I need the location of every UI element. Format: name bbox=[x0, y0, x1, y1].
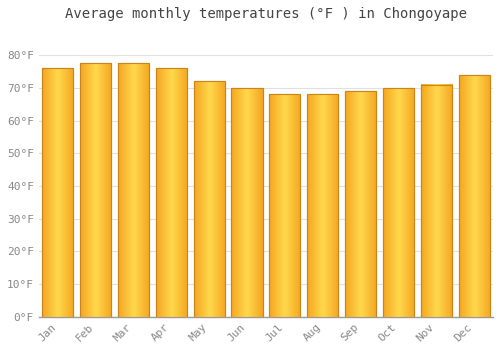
Bar bbox=[156, 68, 187, 317]
Bar bbox=[345, 91, 376, 317]
Bar bbox=[42, 68, 74, 317]
Bar bbox=[118, 63, 149, 317]
Bar bbox=[270, 94, 300, 317]
Bar bbox=[194, 81, 224, 317]
Bar bbox=[156, 68, 187, 317]
Bar bbox=[383, 88, 414, 317]
Bar bbox=[421, 85, 452, 317]
Bar bbox=[458, 75, 490, 317]
Bar bbox=[118, 63, 149, 317]
Bar bbox=[80, 63, 111, 317]
Bar bbox=[42, 68, 74, 317]
Bar bbox=[194, 81, 224, 317]
Title: Average monthly temperatures (°F ) in Chongoyape: Average monthly temperatures (°F ) in Ch… bbox=[65, 7, 467, 21]
Bar bbox=[270, 94, 300, 317]
Bar bbox=[421, 85, 452, 317]
Bar bbox=[383, 88, 414, 317]
Bar bbox=[345, 91, 376, 317]
Bar bbox=[307, 94, 338, 317]
Bar bbox=[232, 88, 262, 317]
Bar bbox=[458, 75, 490, 317]
Bar bbox=[232, 88, 262, 317]
Bar bbox=[80, 63, 111, 317]
Bar bbox=[307, 94, 338, 317]
